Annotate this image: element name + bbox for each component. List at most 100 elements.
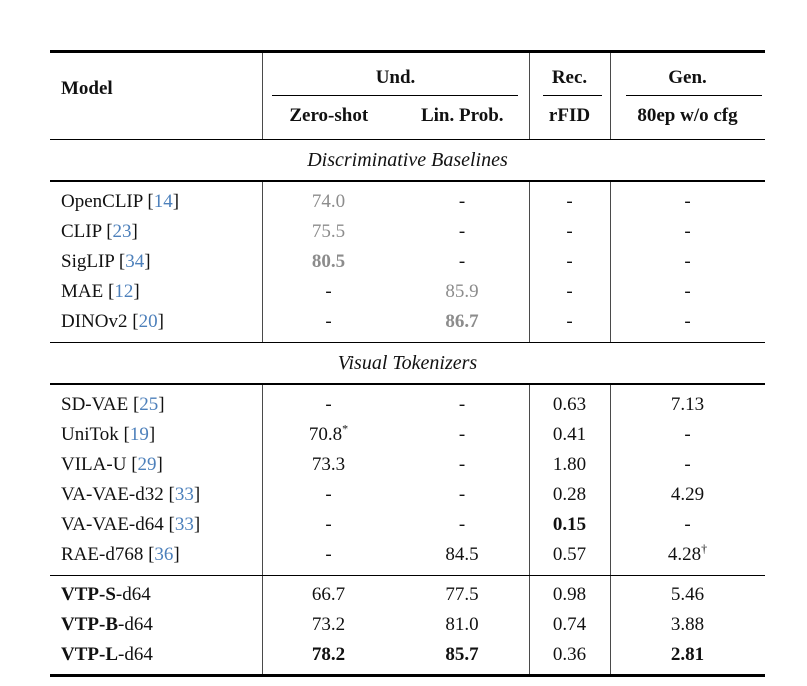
- rfid-value: 0.63: [552, 393, 587, 415]
- gen-value: 7.13: [670, 393, 705, 415]
- column-divider: [262, 52, 263, 139]
- rfid-value: 0.36: [552, 644, 587, 665]
- header-group-rec: Rec.: [551, 66, 588, 88]
- gen-value: -: [684, 453, 691, 475]
- rfid-value: 1.80: [552, 453, 587, 475]
- model-name: SigLIP [34]: [61, 250, 151, 272]
- lin-prob-value: 85.7: [445, 644, 479, 665]
- zero-shot-value: 73.2: [311, 614, 346, 635]
- lin-prob-value: 81.0: [445, 614, 479, 635]
- gen-value: -: [684, 513, 691, 535]
- zero-shot-value: 73.3: [311, 453, 346, 475]
- section-rule: [50, 383, 765, 385]
- header-80ep: 80ep w/o cfg: [637, 104, 738, 126]
- zero-shot-value: -: [325, 393, 332, 415]
- model-name: CLIP [23]: [61, 220, 138, 242]
- header-rfid: rFID: [548, 104, 591, 126]
- bottom-rule: [50, 674, 765, 677]
- zero-shot-value: 70.8*: [308, 421, 349, 445]
- rfid-value: 0.15: [552, 513, 587, 535]
- citation-link[interactable]: 36: [154, 543, 174, 565]
- lin-prob-value: 86.7: [445, 310, 479, 332]
- table-row: VTP-L-d64 78.2 85.7 0.36 2.81: [50, 640, 765, 670]
- citation-link[interactable]: 25: [139, 393, 159, 415]
- header-group-gen: Gen.: [668, 66, 707, 88]
- model-name: SD-VAE [25]: [61, 393, 165, 415]
- column-divider: [529, 384, 530, 575]
- section-visual-tokenizers: SD-VAE [25] - - 0.63 7.13 UniTok [19] 70…: [50, 384, 765, 575]
- lin-prob-value: -: [458, 453, 466, 475]
- citation-link[interactable]: 29: [137, 453, 157, 475]
- table-row: VTP-S-d64 66.7 77.5 0.98 5.46: [50, 580, 765, 610]
- column-divider: [610, 384, 611, 575]
- table-header: Model Und. Rec. Gen. Zero-shot Lin. Prob…: [50, 52, 765, 139]
- gen-value: -: [684, 190, 691, 212]
- table-row: RAE-d768 [36] - 84.5 0.57 4.28†: [50, 540, 765, 570]
- gen-value: 3.88: [670, 614, 705, 635]
- table-row: VTP-B-d64 73.2 81.0 0.74 3.88: [50, 610, 765, 640]
- dagger-footnote-marker: †: [701, 541, 708, 556]
- gen-value: -: [684, 250, 691, 272]
- table-row: SigLIP [34] 80.5 - - -: [50, 247, 765, 277]
- lin-prob-value: -: [458, 250, 466, 272]
- zero-shot-value: -: [325, 280, 332, 302]
- column-divider: [529, 181, 530, 342]
- column-divider: [610, 52, 611, 139]
- table-row: MAE [12] - 85.9 - -: [50, 277, 765, 307]
- lin-prob-value: 84.5: [445, 543, 479, 565]
- column-divider: [610, 576, 611, 674]
- citation-link[interactable]: 33: [174, 483, 194, 505]
- table-row: VA-VAE-d32 [33] - - 0.28 4.29: [50, 480, 765, 510]
- header-model: Model: [61, 77, 113, 99]
- citation-link[interactable]: 12: [114, 280, 134, 302]
- column-divider: [610, 181, 611, 342]
- lin-prob-value: -: [458, 220, 466, 242]
- rfid-value: -: [566, 250, 573, 272]
- cmidrule-und: [272, 94, 518, 96]
- citation-link[interactable]: 20: [138, 310, 158, 332]
- gen-value: 4.28†: [667, 541, 708, 565]
- model-name: UniTok [19]: [61, 423, 156, 445]
- model-name: VA-VAE-d64 [33]: [61, 513, 201, 535]
- header-lin-prob: Lin. Prob.: [420, 104, 504, 126]
- lin-prob-value: 85.9: [445, 280, 479, 302]
- zero-shot-value: 74.0: [311, 190, 346, 212]
- gen-value: -: [684, 280, 691, 302]
- table-row: UniTok [19] 70.8* - 0.41 -: [50, 420, 765, 450]
- section-title-discriminative-baselines: Discriminative Baselines: [307, 148, 508, 171]
- lin-prob-value: 77.5: [445, 584, 479, 605]
- zero-shot-value: -: [325, 513, 332, 535]
- model-name: MAE [12]: [61, 280, 140, 302]
- table-row: OpenCLIP [14] 74.0 - - -: [50, 187, 765, 217]
- asterisk-footnote-marker: *: [342, 421, 349, 436]
- rfid-value: 0.28: [552, 483, 587, 505]
- rfid-value: -: [566, 310, 573, 332]
- model-name: RAE-d768 [36]: [61, 543, 180, 565]
- section-rule: [50, 180, 765, 182]
- gen-value: 2.81: [670, 644, 705, 665]
- column-divider: [262, 384, 263, 575]
- zero-shot-value: 78.2: [311, 644, 346, 665]
- zero-shot-value: -: [325, 543, 332, 565]
- results-table: Model Und. Rec. Gen. Zero-shot Lin. Prob…: [50, 50, 765, 677]
- zero-shot-value: -: [325, 483, 332, 505]
- table-row: CLIP [23] 75.5 - - -: [50, 217, 765, 247]
- lin-prob-value: -: [458, 190, 466, 212]
- zero-shot-value: 75.5: [311, 220, 346, 242]
- lin-prob-value: -: [458, 513, 466, 535]
- model-name: VTP-B-d64: [61, 614, 153, 635]
- lin-prob-value: -: [458, 393, 466, 415]
- zero-shot-value: 80.5: [311, 250, 346, 272]
- rfid-value: -: [566, 280, 573, 302]
- rfid-value: 0.41: [552, 423, 587, 445]
- model-name: VTP-L-d64: [61, 644, 153, 665]
- citation-link[interactable]: 14: [153, 190, 173, 212]
- citation-link[interactable]: 33: [174, 513, 194, 535]
- citation-link[interactable]: 23: [112, 220, 132, 242]
- cmidrule-gen: [626, 94, 762, 96]
- citation-link[interactable]: 34: [125, 250, 145, 272]
- section-vtp-models: VTP-S-d64 66.7 77.5 0.98 5.46 VTP-B-d64 …: [50, 576, 765, 674]
- citation-link[interactable]: 19: [129, 423, 149, 445]
- gen-value: -: [684, 423, 691, 445]
- gen-value: 5.46: [670, 584, 705, 605]
